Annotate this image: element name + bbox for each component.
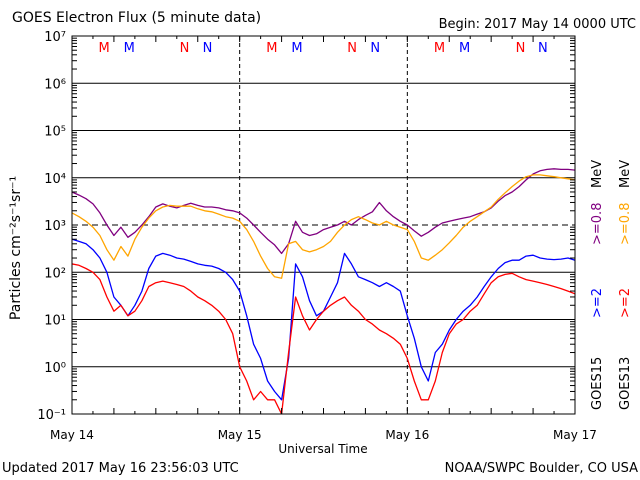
x-tick-label: May 16 (385, 428, 429, 442)
y-tick-label: 10⁵ (44, 125, 66, 140)
grid (72, 36, 575, 414)
legend: GOES15 >=2 >=0.8 MeV GOES13 >=2 >=0.8 Me… (590, 160, 633, 410)
y-tick-label: 10⁰ (44, 361, 66, 376)
y-tick-label: 10¹ (44, 314, 66, 329)
legend-goes15-ge08: >=0.8 (590, 203, 605, 245)
y-axis: 10⁻¹ 10⁰ 10¹ 10² 10³ 10⁴ 10⁵ 10⁶ 10⁷ (37, 30, 575, 423)
event-marker: N (370, 41, 380, 56)
legend-goes15-title: GOES15 (590, 357, 605, 410)
series-line (72, 263, 575, 414)
legend-goes13-title: GOES13 (618, 357, 633, 410)
y-tick-label: 10⁷ (44, 30, 66, 45)
chart-title: GOES Electron Flux (5 minute data) (12, 10, 261, 26)
legend-goes13-ge2: >=2 (618, 288, 633, 318)
y-tick-label: 10³ (44, 219, 66, 234)
footer-credit: NOAA/SWPC Boulder, CO USA (445, 461, 638, 476)
x-tick-label: May 14 (50, 428, 94, 442)
x-axis: May 14 May 15 May 16 May 17 (50, 36, 597, 442)
y-tick-label: 10⁶ (44, 77, 66, 92)
event-marker: N (203, 41, 213, 56)
event-marker: N (538, 41, 548, 56)
series-line (72, 174, 575, 279)
event-marker: M (266, 41, 277, 56)
legend-goes13-unit: MeV (618, 160, 633, 188)
y-tick-label: 10⁴ (44, 172, 66, 187)
legend-goes15-unit: MeV (590, 160, 605, 188)
begin-label: Begin: 2017 May 14 0000 UTC (439, 17, 636, 32)
y-tick-label: 10² (44, 266, 66, 281)
y-axis-label: Particles cm⁻²s⁻¹sr⁻¹ (8, 176, 24, 320)
event-marker: M (99, 41, 110, 56)
x-axis-label: Universal Time (278, 442, 367, 456)
event-marker: M (434, 41, 445, 56)
legend-goes13-ge08: >=0.8 (618, 203, 633, 245)
event-marker: M (459, 41, 470, 56)
legend-goes15-ge2: >=2 (590, 288, 605, 318)
x-tick-label: May 17 (553, 428, 597, 442)
series-layer (72, 168, 575, 414)
footer-updated: Updated 2017 May 16 23:56:03 UTC (2, 461, 239, 476)
event-marker: N (180, 41, 190, 56)
event-marker: M (124, 41, 135, 56)
event-marker: N (516, 41, 526, 56)
event-marker: N (347, 41, 357, 56)
y-tick-label: 10⁻¹ (37, 408, 66, 423)
x-tick-label: May 15 (218, 428, 262, 442)
series-line (72, 168, 575, 255)
event-marker: M (291, 41, 302, 56)
